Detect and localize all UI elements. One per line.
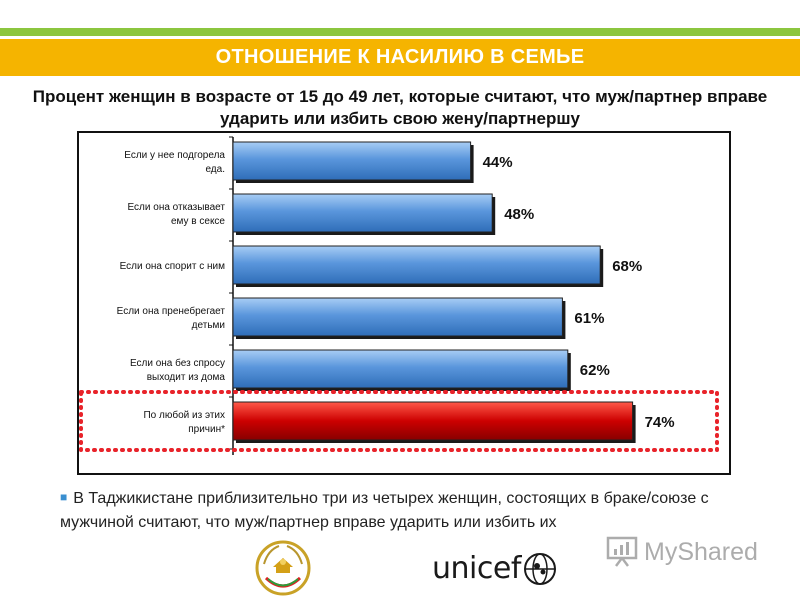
watermark-text: MyShared <box>644 537 758 566</box>
bar <box>232 245 601 285</box>
data-label: 74% <box>645 414 675 431</box>
title-banner: ОТНОШЕНИЕ К НАСИЛИЮ В СЕМЬЕ <box>0 39 800 76</box>
chart-title: Процент женщин в возрасте от 15 до 49 ле… <box>32 87 768 128</box>
category-label: Если у нее подгорела еда. <box>124 150 225 175</box>
unicef-wordmark: unicef <box>432 551 521 586</box>
category-label: По любой из этих причин* <box>143 409 225 435</box>
data-label: 48% <box>504 206 534 223</box>
note-body: В Таджикистане приблизительно три из чет… <box>60 490 709 531</box>
note-text: ■ В Таджикистане приблизительно три из че… <box>60 487 750 535</box>
data-label: 68% <box>612 258 642 275</box>
bar <box>232 141 472 181</box>
category-label: Если она без спросу выходит из дома <box>130 357 225 383</box>
bar <box>232 349 569 389</box>
highlight-box <box>79 390 719 452</box>
slide-title: ОТНОШЕНИЕ К НАСИЛИЮ В СЕМЬЕ <box>215 46 585 68</box>
data-label: 61% <box>574 310 604 327</box>
category-label: Если она пренебрегает детьми <box>117 305 226 331</box>
data-label: 44% <box>483 154 513 171</box>
top-stripe <box>0 28 800 36</box>
presentation-board-icon <box>606 536 638 567</box>
tajikistan-emblem-icon <box>255 540 311 596</box>
bar <box>232 401 634 441</box>
unicef-logo: unicef <box>432 551 557 586</box>
bar-chart: 44% Если у нее подгорела еда. 48% Если она о… <box>79 136 719 455</box>
data-label: 62% <box>580 362 610 379</box>
unicef-globe-icon <box>523 552 556 585</box>
bar <box>232 193 493 233</box>
bullet-icon: ■ <box>60 490 68 504</box>
category-label: Если она спорит с ним <box>120 261 226 272</box>
myshared-watermark: MyShared <box>606 536 758 568</box>
category-label: Если она отказывает ему в сексе <box>128 202 226 227</box>
chart-frame: 44% Если у нее подгорела еда. 48% Если она о… <box>77 131 731 475</box>
bar <box>232 297 563 337</box>
